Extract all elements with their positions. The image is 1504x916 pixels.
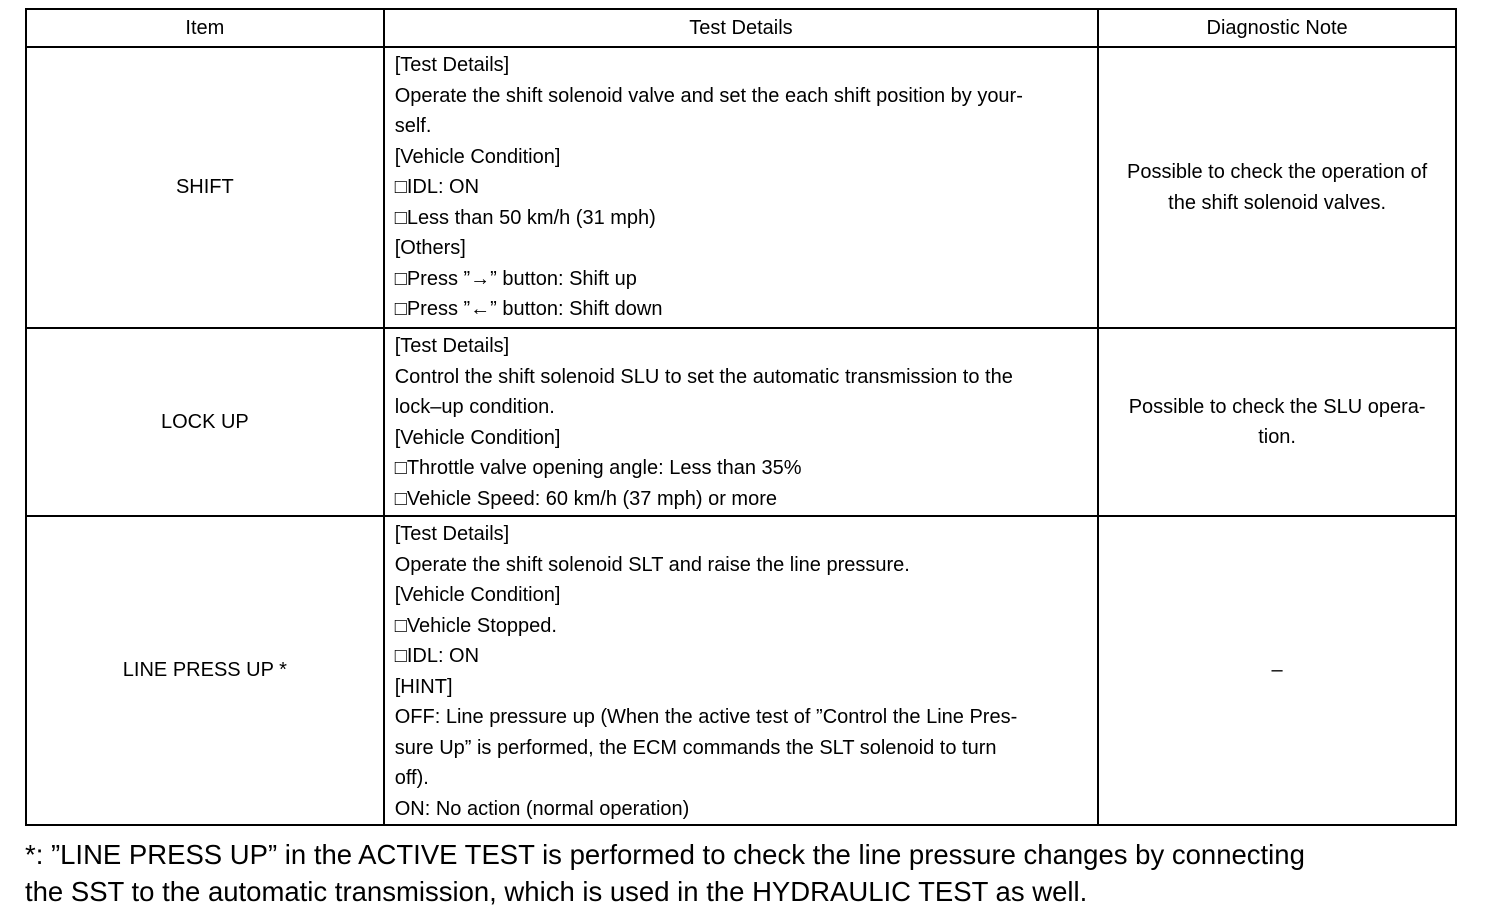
text-line: □IDL: ON	[394, 645, 480, 667]
text-line: OFF: Line pressure up (When the active t…	[394, 706, 1018, 728]
note-cell: Possible to check the SLU opera-tion.	[1097, 327, 1457, 517]
table-row: LOCK UP [Test Details] Control the shift …	[25, 327, 1457, 517]
text-line: [Vehicle Condition]	[394, 426, 561, 449]
text-line: □Throttle valve opening angle: Less than…	[394, 457, 802, 479]
details-cell: [Test Details] Operate the shift solenoid…	[382, 515, 1100, 826]
text-line: Operate the shift solenoid valve and set…	[394, 84, 1023, 107]
details-cell: [Test Details] Operate the shift solenoid…	[382, 46, 1100, 329]
text-line: [Others]	[394, 237, 466, 259]
table-row: LINE PRESS UP * [Test Details] Operate th…	[25, 515, 1457, 826]
note-cell: Possible to check the operation of the sh…	[1097, 46, 1457, 329]
text-line: □IDL: ON	[394, 176, 480, 198]
text-line: [Test Details]	[394, 523, 510, 545]
active-test-table: Item Test Details Diagnostic Note SHIFT …	[25, 8, 1457, 826]
text-line: Possible to check the SLU opera-	[1128, 395, 1426, 418]
text-line: tion.	[1258, 426, 1296, 448]
table-row: SHIFT [Test Details] Operate the shift so…	[25, 46, 1457, 329]
item-cell: SHIFT	[25, 46, 385, 329]
text-line: [Test Details]	[394, 54, 510, 76]
details-cell: [Test Details] Control the shift solenoid…	[382, 327, 1100, 517]
footnote: *: ”LINE PRESS UP” in the ACTIVE TEST is…	[25, 836, 1465, 910]
text-line: ON: No action (normal operation)	[394, 797, 690, 820]
text-line: *: ”LINE PRESS UP” in the ACTIVE TEST is…	[25, 839, 1305, 870]
text-line: Operate the shift solenoid SLT and raise…	[394, 553, 910, 576]
text-line: the SST to the automatic transmission, w…	[25, 876, 1088, 907]
text-line: □Less than 50 km/h (31 mph)	[394, 206, 656, 229]
header-row: Item Test Details Diagnostic Note	[25, 8, 1457, 48]
text-line: Control the shift solenoid SLU to set th…	[394, 365, 1013, 388]
text-line: the shift solenoid valves.	[1168, 191, 1387, 214]
header-item: Item	[25, 8, 385, 48]
text-line: lock–up condition.	[394, 396, 555, 418]
text-line: [HINT]	[394, 675, 453, 698]
text-line: self.	[394, 115, 432, 137]
text-line: off).	[394, 767, 429, 789]
text-line: –	[1271, 659, 1283, 682]
item-cell: LOCK UP	[25, 327, 385, 517]
note-cell: –	[1097, 515, 1457, 826]
item-cell: LINE PRESS UP *	[25, 515, 385, 826]
text-line: □Vehicle Speed: 60 km/h (37 mph) or more	[394, 487, 777, 510]
header-test-details: Test Details	[382, 8, 1100, 48]
text-line: [Test Details]	[394, 335, 510, 357]
header-diagnostic-note: Diagnostic Note	[1097, 8, 1457, 48]
text-line: □Vehicle Stopped.	[394, 614, 557, 637]
text-line: Possible to check the operation of	[1127, 161, 1428, 183]
text-line: [Vehicle Condition]	[394, 584, 561, 606]
text-line: □Press ”→” button: Shift up	[394, 267, 637, 290]
text-line: [Vehicle Condition]	[394, 145, 561, 168]
text-line: □Press ”←” button: Shift down	[394, 298, 663, 320]
text-line: sure Up” is performed, the ECM commands …	[394, 736, 997, 759]
